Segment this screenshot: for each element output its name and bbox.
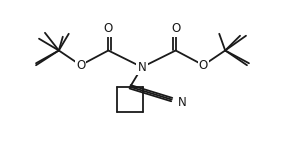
Text: N: N — [178, 96, 187, 109]
Text: O: O — [199, 59, 208, 72]
Text: O: O — [76, 59, 85, 72]
Text: O: O — [171, 22, 180, 35]
Text: N: N — [138, 61, 146, 74]
Text: O: O — [104, 22, 113, 35]
